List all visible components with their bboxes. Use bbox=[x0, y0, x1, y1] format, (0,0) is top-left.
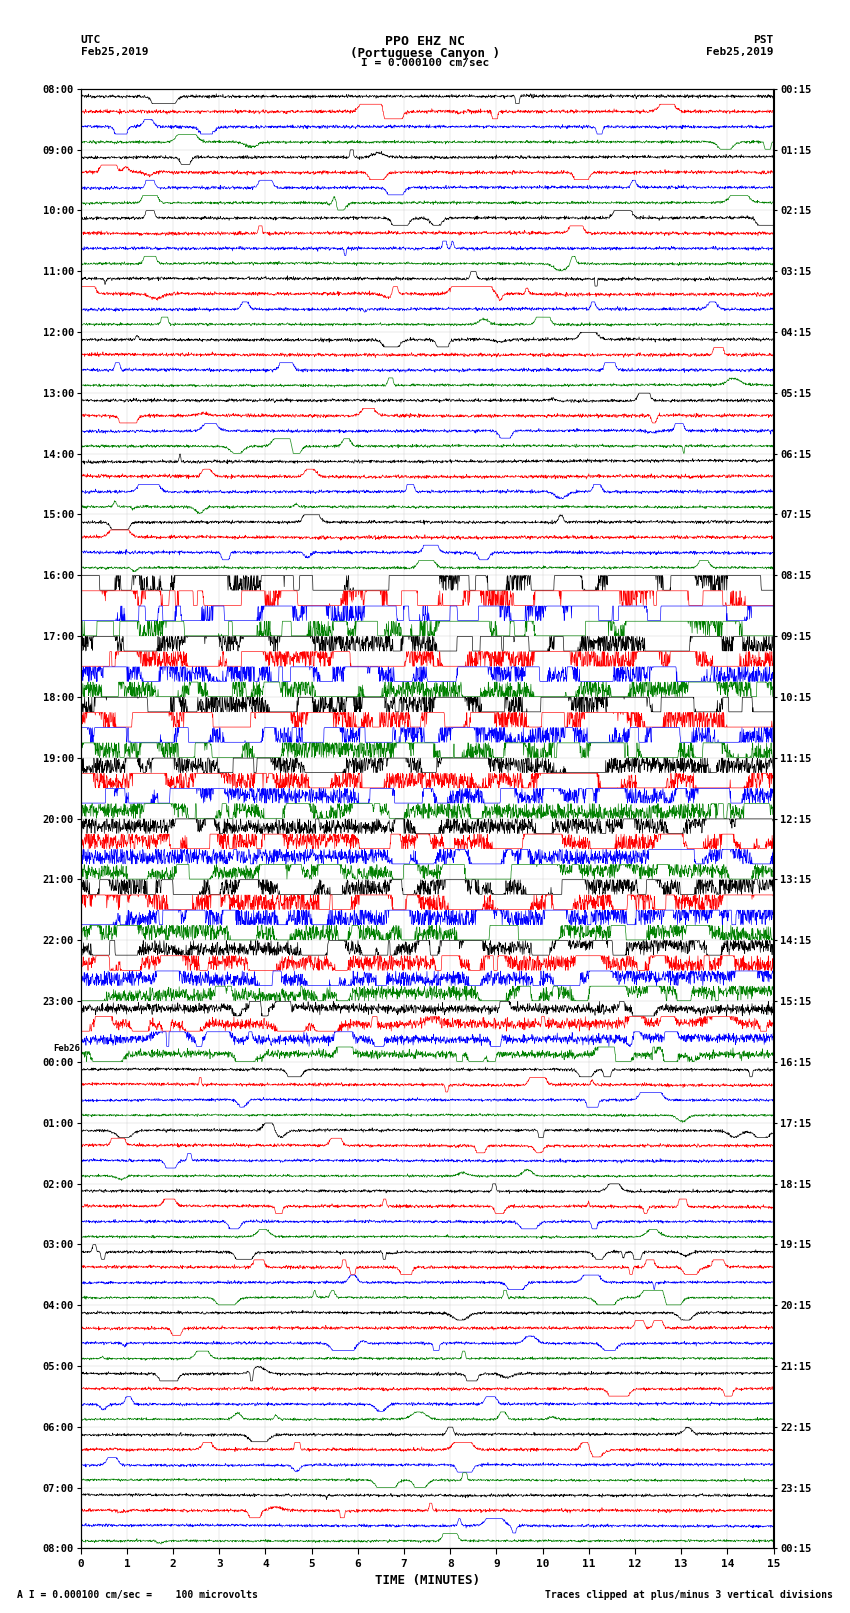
Text: (Portuguese Canyon ): (Portuguese Canyon ) bbox=[350, 47, 500, 60]
Text: Traces clipped at plus/minus 3 vertical divisions: Traces clipped at plus/minus 3 vertical … bbox=[545, 1590, 833, 1600]
Text: UTC: UTC bbox=[81, 35, 101, 45]
Text: Feb25,2019: Feb25,2019 bbox=[81, 47, 148, 56]
Text: PPO EHZ NC: PPO EHZ NC bbox=[385, 35, 465, 48]
Text: I = 0.000100 cm/sec: I = 0.000100 cm/sec bbox=[361, 58, 489, 68]
Text: A I = 0.000100 cm/sec =    100 microvolts: A I = 0.000100 cm/sec = 100 microvolts bbox=[17, 1590, 258, 1600]
X-axis label: TIME (MINUTES): TIME (MINUTES) bbox=[375, 1574, 479, 1587]
Text: Feb26: Feb26 bbox=[53, 1044, 80, 1053]
Text: Feb25,2019: Feb25,2019 bbox=[706, 47, 774, 56]
Text: PST: PST bbox=[753, 35, 774, 45]
